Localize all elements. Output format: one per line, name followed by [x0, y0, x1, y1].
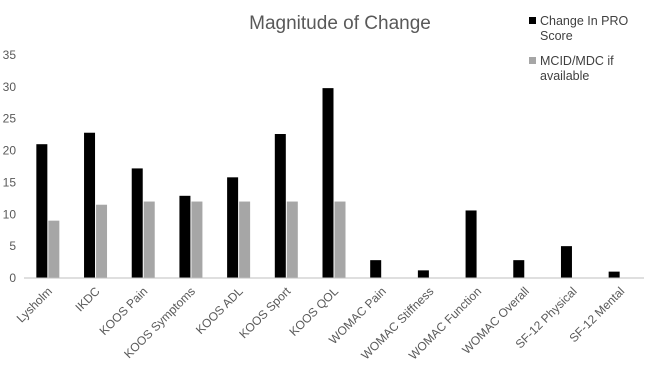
bar-change-11: [560, 246, 572, 278]
bar-change-8: [417, 270, 429, 278]
y-tick-label: 30: [3, 80, 17, 94]
bar-change-3: [179, 195, 191, 278]
bar-mcid-5: [286, 201, 298, 278]
bar-mcid-2: [143, 201, 155, 278]
bar-change-4: [227, 177, 239, 278]
bar-change-9: [465, 210, 477, 278]
bar-mcid-3: [191, 201, 203, 278]
bar-mcid-1: [96, 204, 108, 278]
legend: Change In PRO Score MCID/MDC if available: [529, 14, 629, 83]
bar-mcid-6: [334, 201, 346, 278]
bar-change-2: [131, 168, 143, 278]
bar-change-7: [370, 260, 382, 278]
bar-change-6: [322, 88, 334, 278]
legend-label: MCID/MDC if available: [540, 54, 614, 83]
x-category-label: IKDC: [72, 284, 102, 314]
bar-change-12: [608, 271, 620, 278]
bar-mcid-4: [239, 201, 251, 278]
y-tick-label: 20: [3, 144, 17, 158]
chart-title: Magnitude of Change: [249, 13, 431, 34]
bars: [36, 88, 620, 278]
y-tick-label: 0: [9, 271, 16, 285]
bar-change-10: [513, 260, 525, 278]
y-tick-label: 25: [3, 112, 17, 126]
bar-change-5: [274, 134, 286, 278]
bar-mcid-0: [48, 220, 60, 278]
legend-swatch: [529, 17, 536, 24]
x-category-label: KOOS Sport: [236, 284, 294, 342]
y-axis-ticks: 0 5 10 15 20 25 30 35: [3, 48, 17, 285]
y-tick-label: 35: [3, 48, 17, 62]
x-category-label: Lysholm: [14, 284, 55, 325]
bar-change-1: [84, 132, 96, 278]
legend-label: Change In PRO Score: [540, 14, 629, 43]
y-tick-label: 5: [9, 239, 16, 253]
bar-change-0: [36, 144, 48, 278]
y-tick-label: 15: [3, 175, 17, 189]
legend-swatch: [529, 57, 536, 64]
y-tick-label: 10: [3, 207, 17, 221]
